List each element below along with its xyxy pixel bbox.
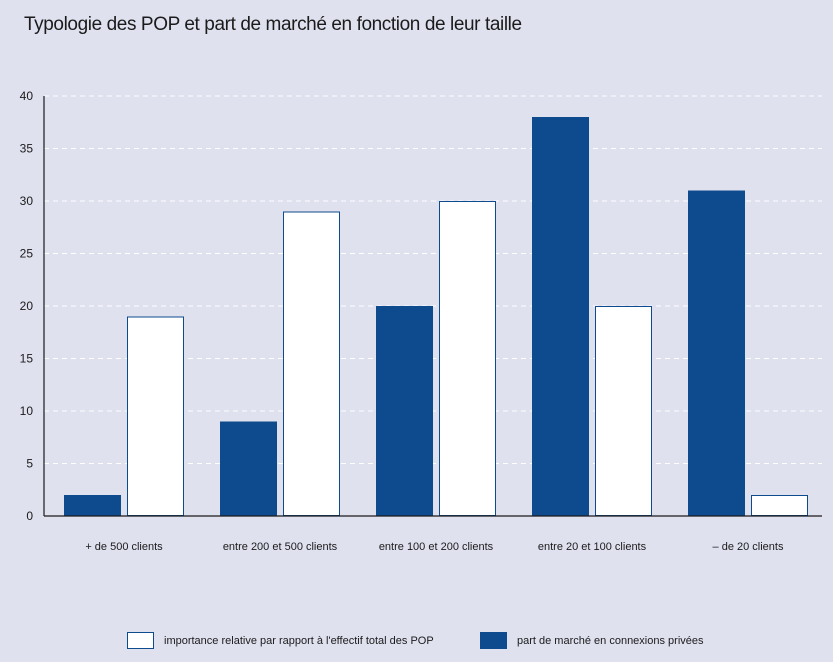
legend-item-market-share: part de marché en connexions privées	[480, 632, 704, 649]
bar-market-share-3	[376, 306, 433, 516]
x-tick-label-5: – de 20 clients	[713, 541, 784, 553]
axes	[43, 96, 822, 517]
bar-importance-2	[283, 211, 340, 516]
x-tick-label-3: entre 100 et 200 clients	[379, 541, 494, 553]
bar-importance-1	[127, 316, 184, 516]
y-tick-label-40: 40	[20, 89, 34, 103]
y-tick-label-5: 5	[26, 457, 33, 471]
y-tick-label-20: 20	[20, 299, 34, 313]
bar-market-share-2	[220, 421, 277, 516]
axis-labels: 0 5 10 15 20 25 30 35 40 + de 500 clients entre 20…	[20, 89, 784, 553]
bar-market-share-4	[532, 117, 589, 516]
x-tick-label-2: entre 200 et 500 clients	[223, 541, 338, 553]
bar-importance-5	[751, 495, 808, 516]
y-tick-label-0: 0	[26, 509, 33, 523]
y-tick-label-35: 35	[20, 142, 34, 156]
legend-item-importance: importance relative par rapport à l'effe…	[127, 632, 434, 649]
legend-swatch-importance	[127, 632, 154, 649]
y-tick-label-25: 25	[20, 247, 34, 261]
bar-importance-3	[439, 201, 496, 516]
bars	[64, 117, 808, 516]
bar-market-share-5	[688, 190, 745, 516]
x-tick-label-1: + de 500 clients	[85, 541, 163, 553]
bar-importance-4	[595, 306, 652, 516]
x-tick-label-4: entre 20 et 100 clients	[538, 541, 647, 553]
bar-market-share-1	[64, 495, 121, 516]
y-tick-label-15: 15	[20, 352, 34, 366]
legend-label-importance: importance relative par rapport à l'effe…	[164, 634, 434, 647]
legend-swatch-market-share	[480, 632, 507, 649]
y-tick-label-10: 10	[20, 404, 34, 418]
chart-title: Typologie des POP et part de marché en f…	[24, 14, 522, 35]
y-tick-label-30: 30	[20, 194, 34, 208]
legend-label-market-share: part de marché en connexions privées	[517, 634, 704, 647]
